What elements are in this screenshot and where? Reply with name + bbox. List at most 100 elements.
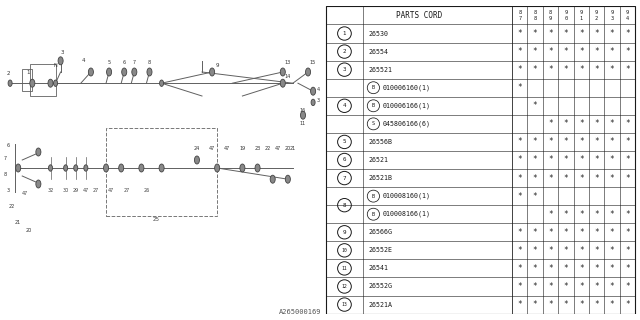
Text: 21: 21 [290, 146, 296, 151]
Circle shape [159, 80, 164, 86]
Text: 9
0: 9 0 [564, 10, 568, 21]
Text: *: * [564, 65, 568, 74]
Text: *: * [579, 228, 584, 237]
Text: *: * [533, 300, 538, 309]
Text: *: * [595, 246, 599, 255]
Text: *: * [595, 228, 599, 237]
Text: *: * [564, 119, 568, 128]
Text: 15: 15 [310, 60, 316, 65]
Text: *: * [609, 65, 614, 74]
Circle shape [63, 165, 68, 171]
Text: *: * [548, 29, 553, 38]
Text: 010006166(1): 010006166(1) [383, 102, 431, 109]
Text: 47: 47 [224, 146, 230, 151]
Text: *: * [595, 137, 599, 147]
Text: 5: 5 [108, 60, 111, 65]
Text: 6: 6 [6, 143, 10, 148]
Text: 26541: 26541 [369, 265, 389, 271]
Text: *: * [564, 47, 568, 56]
Circle shape [104, 164, 109, 172]
Text: *: * [518, 282, 522, 291]
Circle shape [74, 165, 78, 171]
Text: *: * [548, 264, 553, 273]
Text: *: * [595, 173, 599, 183]
Text: 29: 29 [73, 188, 79, 193]
Text: *: * [625, 137, 630, 147]
Text: *: * [533, 101, 538, 110]
Text: *: * [609, 137, 614, 147]
Text: *: * [595, 119, 599, 128]
Text: *: * [548, 282, 553, 291]
Circle shape [280, 79, 285, 87]
Circle shape [214, 164, 220, 172]
Text: *: * [533, 137, 538, 147]
Text: *: * [579, 246, 584, 255]
Text: 5: 5 [342, 140, 346, 144]
Text: 4: 4 [82, 58, 86, 63]
Text: 6: 6 [342, 157, 346, 163]
Text: 26: 26 [143, 188, 150, 193]
Text: B: B [372, 103, 375, 108]
Text: 11: 11 [300, 121, 306, 126]
Text: 8
9: 8 9 [549, 10, 552, 21]
Text: 26521A: 26521A [369, 301, 393, 308]
Text: 19: 19 [239, 146, 246, 151]
Text: 010008166(1): 010008166(1) [383, 211, 431, 218]
Text: *: * [518, 65, 522, 74]
Circle shape [54, 80, 58, 86]
Text: *: * [564, 156, 568, 164]
Circle shape [88, 68, 93, 76]
Text: B: B [372, 212, 375, 217]
Text: 8
7: 8 7 [518, 10, 522, 21]
Text: PARTS CORD: PARTS CORD [396, 11, 442, 20]
Text: *: * [609, 264, 614, 273]
Text: *: * [533, 29, 538, 38]
Text: 010008160(1): 010008160(1) [383, 193, 431, 199]
Text: 9
3: 9 3 [611, 10, 614, 21]
Text: 1: 1 [342, 31, 346, 36]
Text: 30: 30 [63, 188, 68, 193]
Text: 7: 7 [3, 156, 6, 161]
Text: *: * [518, 300, 522, 309]
Circle shape [84, 165, 88, 171]
Text: 47: 47 [275, 146, 281, 151]
Text: 13: 13 [285, 60, 291, 65]
Text: 26566G: 26566G [369, 229, 393, 235]
Text: *: * [548, 228, 553, 237]
Text: 8: 8 [3, 172, 6, 177]
Text: *: * [533, 246, 538, 255]
Text: 11: 11 [342, 266, 348, 271]
Text: *: * [609, 228, 614, 237]
Text: *: * [579, 282, 584, 291]
Text: 9
4: 9 4 [626, 10, 629, 21]
Text: 2: 2 [342, 49, 346, 54]
Text: *: * [625, 300, 630, 309]
Text: 20: 20 [285, 146, 291, 151]
Text: 9: 9 [216, 63, 219, 68]
Text: *: * [625, 156, 630, 164]
Circle shape [311, 99, 315, 106]
Text: *: * [625, 65, 630, 74]
Text: *: * [595, 65, 599, 74]
Text: *: * [533, 264, 538, 273]
Circle shape [285, 175, 291, 183]
Text: 47: 47 [22, 191, 28, 196]
Circle shape [300, 111, 305, 119]
Circle shape [15, 164, 20, 172]
Text: 16: 16 [300, 108, 306, 113]
Circle shape [36, 180, 41, 188]
Text: 26554: 26554 [369, 49, 389, 55]
Text: 3: 3 [6, 188, 10, 193]
Text: *: * [564, 264, 568, 273]
Text: *: * [609, 119, 614, 128]
Text: *: * [564, 246, 568, 255]
Text: *: * [609, 156, 614, 164]
Text: 4: 4 [317, 87, 320, 92]
Text: 23: 23 [255, 146, 260, 151]
Circle shape [209, 68, 214, 76]
Text: *: * [518, 47, 522, 56]
Text: 1: 1 [26, 69, 30, 75]
Text: *: * [579, 65, 584, 74]
Text: 20: 20 [25, 228, 31, 233]
Text: *: * [548, 300, 553, 309]
